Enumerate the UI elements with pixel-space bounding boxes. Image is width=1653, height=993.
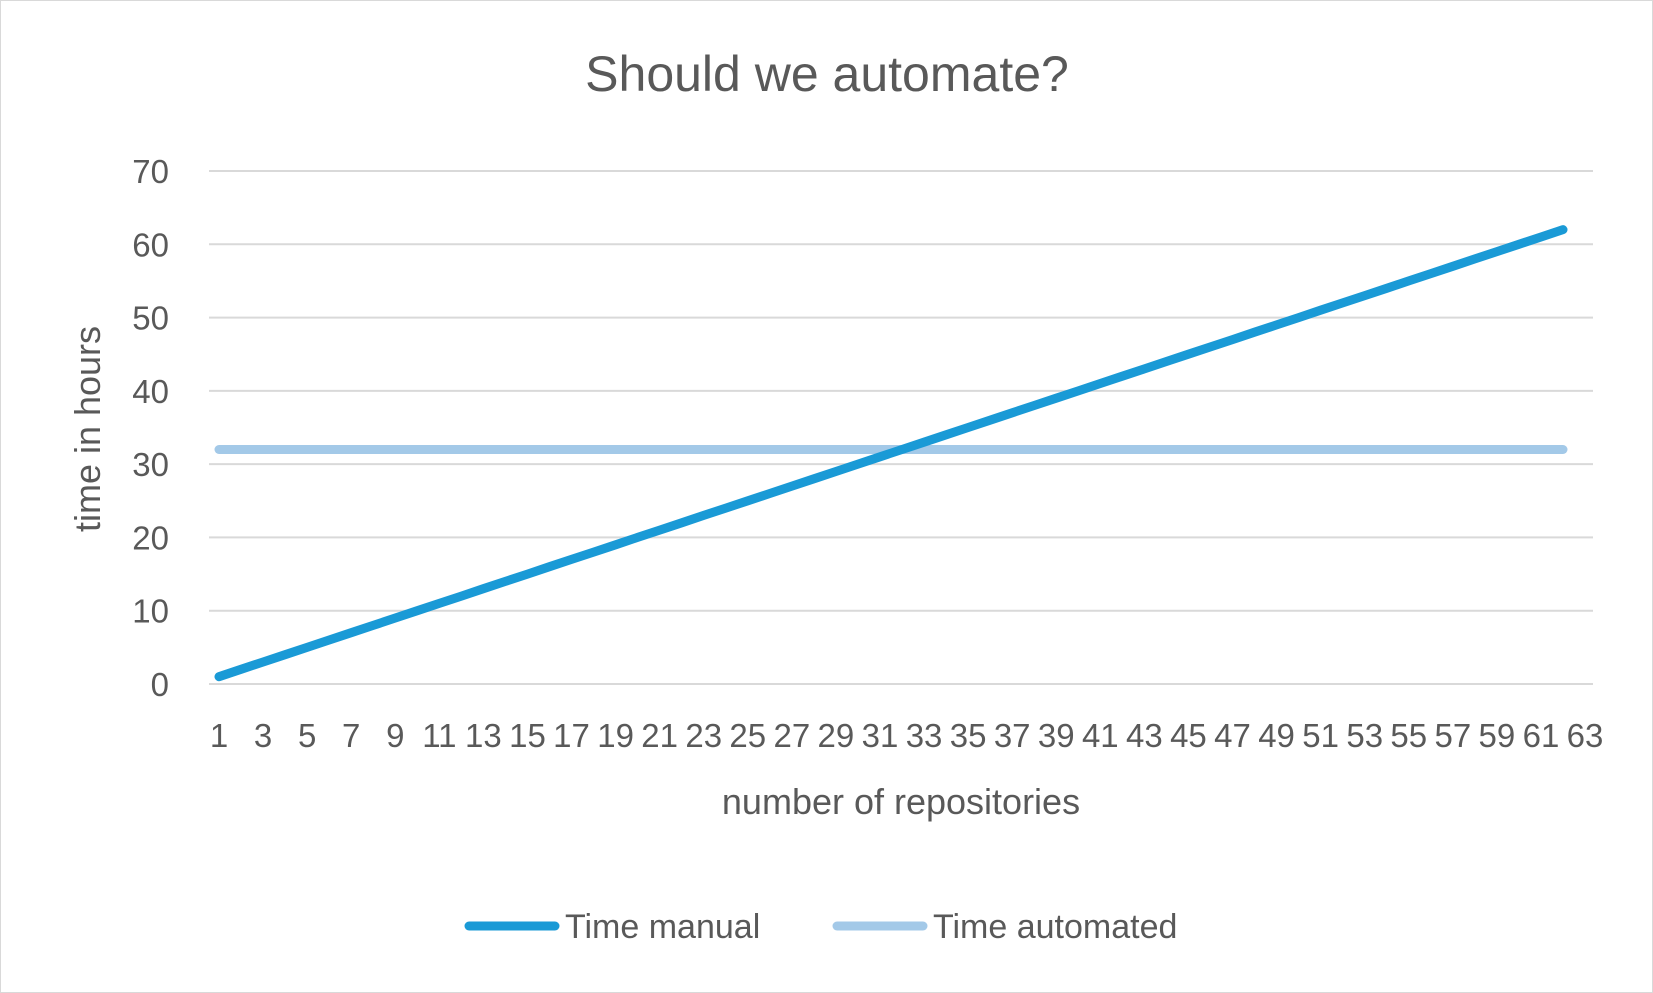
y-axis-title: time in hours [67, 326, 108, 532]
x-tick-label: 61 [1523, 717, 1560, 754]
x-tick-label: 47 [1214, 717, 1251, 754]
x-tick-label: 37 [994, 717, 1031, 754]
y-axis-tick-labels: 0 10 20 30 40 50 60 70 [132, 153, 169, 703]
x-tick-label: 7 [342, 717, 360, 754]
x-tick-label: 9 [386, 717, 404, 754]
x-tick-label: 19 [597, 717, 634, 754]
series-lines [214, 225, 1568, 682]
x-tick-label: 3 [254, 717, 272, 754]
y-tick-label: 20 [132, 519, 169, 556]
chart-title: Should we automate? [585, 46, 1069, 102]
x-tick-label: 33 [906, 717, 943, 754]
y-tick-label: 10 [132, 593, 169, 630]
x-tick-label: 43 [1126, 717, 1163, 754]
x-tick-label: 27 [773, 717, 810, 754]
x-axis-title: number of repositories [722, 781, 1080, 822]
x-tick-label: 35 [950, 717, 987, 754]
y-tick-label: 70 [132, 153, 169, 190]
x-tick-label: 41 [1082, 717, 1119, 754]
x-tick-label: 31 [862, 717, 899, 754]
x-tick-label: 57 [1434, 717, 1471, 754]
x-tick-label: 13 [465, 717, 502, 754]
x-tick-label: 17 [553, 717, 590, 754]
legend-label: Time automated [933, 908, 1177, 946]
gridlines [209, 170, 1593, 685]
x-tick-label: 55 [1390, 717, 1427, 754]
x-tick-label: 21 [641, 717, 678, 754]
x-tick-label: 45 [1170, 717, 1207, 754]
x-tick-label: 1 [210, 717, 228, 754]
x-axis-tick-labels: 1 3 5 7 9 11 13 15 17 19 21 23 25 27 29 31 33 35 37 39 41 43 4… [210, 717, 1604, 754]
x-tick-label: 29 [818, 717, 855, 754]
x-tick-label: 59 [1479, 717, 1516, 754]
x-tick-label: 53 [1346, 717, 1383, 754]
y-tick-label: 50 [132, 300, 169, 337]
x-tick-label: 11 [422, 717, 456, 754]
y-tick-label: 40 [132, 373, 169, 410]
x-tick-label: 63 [1567, 717, 1604, 754]
y-tick-label: 0 [151, 666, 169, 703]
x-tick-label: 49 [1258, 717, 1295, 754]
x-tick-label: 15 [509, 717, 546, 754]
legend-label: Time manual [565, 908, 760, 946]
legend: Time manual Time automated [464, 908, 1177, 946]
x-tick-label: 39 [1038, 717, 1075, 754]
series-line-time-manual [214, 225, 1568, 682]
x-tick-label: 25 [729, 717, 766, 754]
x-tick-label: 5 [298, 717, 316, 754]
x-tick-label: 23 [685, 717, 722, 754]
x-tick-label: 51 [1302, 717, 1339, 754]
y-tick-label: 30 [132, 446, 169, 483]
y-tick-label: 60 [132, 226, 169, 263]
